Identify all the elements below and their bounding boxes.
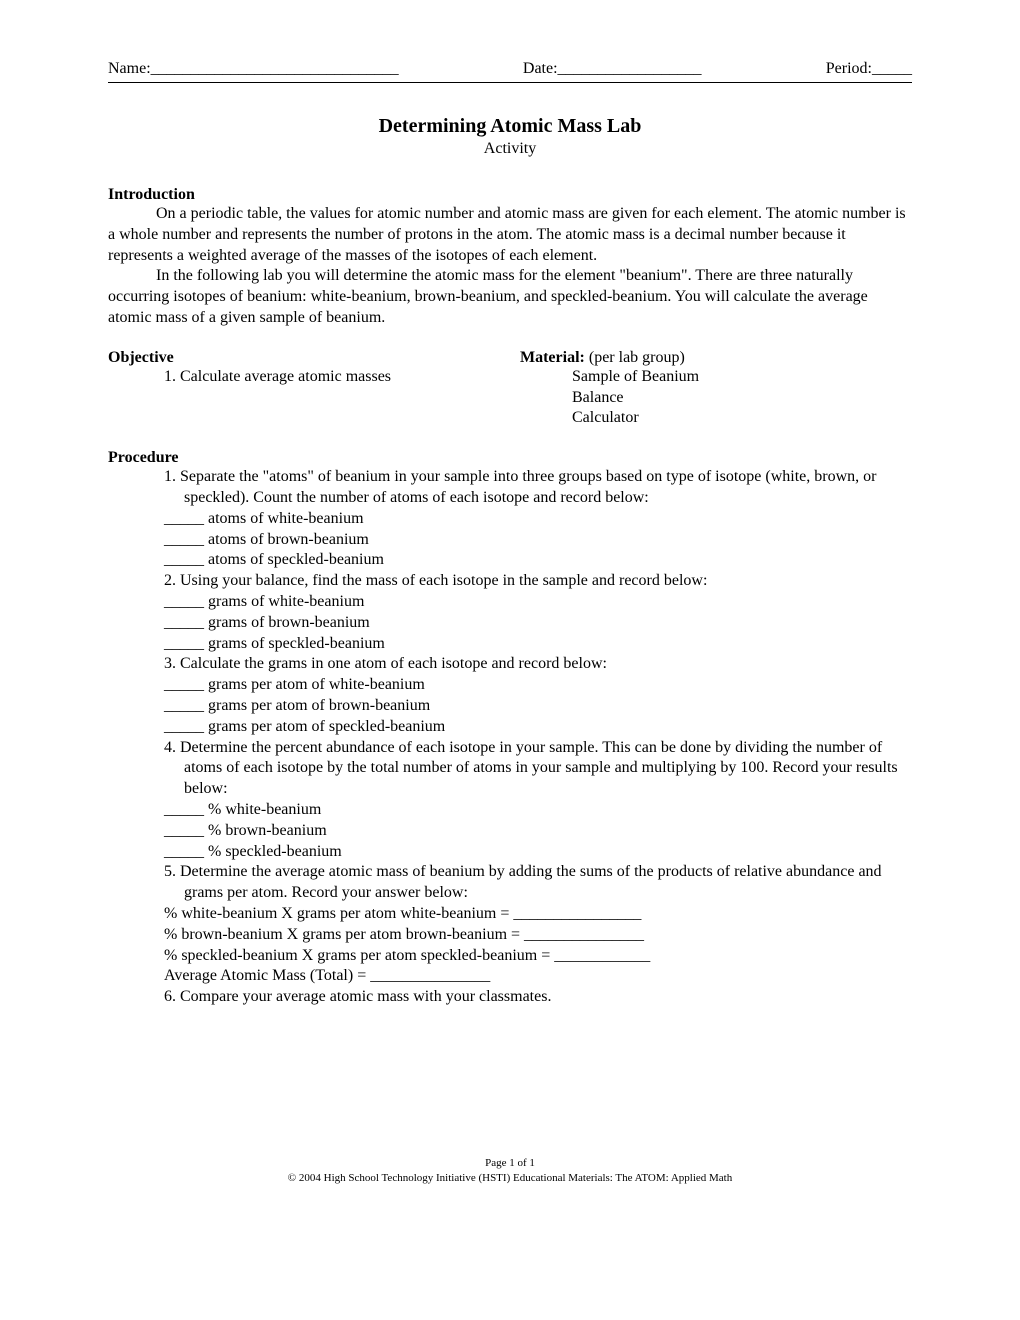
procedure-step-2-blank-2[interactable]: _____ grams of brown-beanium [164,613,912,634]
introduction-para-1: On a periodic table, the values for atom… [108,204,912,266]
procedure-step-5-calc-1[interactable]: % white-beanium X grams per atom white-b… [164,904,912,925]
material-header: Material: [520,349,585,366]
procedure-step-3-blank-1[interactable]: _____ grams per atom of white-beanium [164,675,912,696]
procedure-step-4-blank-3[interactable]: _____ % speckled-beanium [164,842,912,863]
procedure-section: Procedure 1. Separate the "atoms" of bea… [108,449,912,1008]
procedure-step-1: 1. Separate the "atoms" of beanium in yo… [164,467,912,509]
procedure-step-3-blank-2[interactable]: _____ grams per atom of brown-beanium [164,696,912,717]
procedure-step-2: 2. Using your balance, find the mass of … [164,571,912,592]
material-column: Material: (per lab group) Sample of Bean… [500,349,912,429]
procedure-step-2-blank-1[interactable]: _____ grams of white-beanium [164,592,912,613]
name-field[interactable]: Name:_______________________________ [108,60,399,78]
procedure-step-1-blank-2[interactable]: _____ atoms of brown-beanium [164,530,912,551]
procedure-header: Procedure [108,449,912,467]
objective-column: Objective 1. Calculate average atomic ma… [108,349,500,429]
period-field[interactable]: Period:_____ [826,60,912,78]
procedure-step-5-calc-2[interactable]: % brown-beanium X grams per atom brown-b… [164,925,912,946]
objective-item-1: 1. Calculate average atomic masses [108,367,500,388]
procedure-step-6: 6. Compare your average atomic mass with… [164,987,912,1008]
procedure-step-3-blank-3[interactable]: _____ grams per atom of speckled-beanium [164,717,912,738]
material-item-3: Calculator [520,408,912,429]
material-header-line: Material: (per lab group) [520,349,912,367]
footer-copyright: © 2004 High School Technology Initiative… [0,1171,1020,1185]
procedure-step-5-total[interactable]: Average Atomic Mass (Total) = __________… [164,966,912,987]
worksheet-header: Name:_______________________________ Dat… [108,60,912,78]
objective-material-row: Objective 1. Calculate average atomic ma… [108,349,912,429]
material-item-1: Sample of Beanium [520,367,912,388]
objective-header: Objective [108,349,500,367]
header-rule [108,82,912,83]
material-sub: (per lab group) [585,349,685,366]
procedure-step-4: 4. Determine the percent abundance of ea… [164,738,912,800]
procedure-step-5: 5. Determine the average atomic mass of … [164,862,912,904]
page-title: Determining Atomic Mass Lab [108,115,912,138]
introduction-header: Introduction [108,186,912,204]
page-subtitle: Activity [108,140,912,158]
procedure-step-3: 3. Calculate the grams in one atom of ea… [164,654,912,675]
page-footer: Page 1 of 1 © 2004 High School Technolog… [0,1156,1020,1185]
date-field[interactable]: Date:__________________ [523,60,702,78]
introduction-section: Introduction On a periodic table, the va… [108,186,912,329]
procedure-step-2-blank-3[interactable]: _____ grams of speckled-beanium [164,634,912,655]
procedure-step-1-blank-1[interactable]: _____ atoms of white-beanium [164,509,912,530]
procedure-step-4-blank-2[interactable]: _____ % brown-beanium [164,821,912,842]
introduction-para-2: In the following lab you will determine … [108,266,912,328]
procedure-step-1-blank-3[interactable]: _____ atoms of speckled-beanium [164,550,912,571]
material-item-2: Balance [520,388,912,409]
procedure-step-4-blank-1[interactable]: _____ % white-beanium [164,800,912,821]
footer-page-number: Page 1 of 1 [0,1156,1020,1170]
procedure-step-5-calc-3[interactable]: % speckled-beanium X grams per atom spec… [164,946,912,967]
